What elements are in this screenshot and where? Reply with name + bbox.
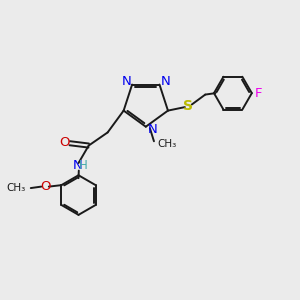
Text: O: O: [40, 180, 51, 193]
Text: S: S: [183, 99, 193, 113]
Text: F: F: [254, 87, 262, 100]
Text: N: N: [160, 75, 170, 88]
Text: N: N: [122, 75, 131, 88]
Text: N: N: [73, 159, 82, 172]
Text: O: O: [59, 136, 70, 149]
Text: CH₃: CH₃: [158, 139, 177, 148]
Text: N: N: [147, 122, 157, 136]
Text: H: H: [79, 159, 88, 172]
Text: CH₃: CH₃: [6, 183, 25, 193]
